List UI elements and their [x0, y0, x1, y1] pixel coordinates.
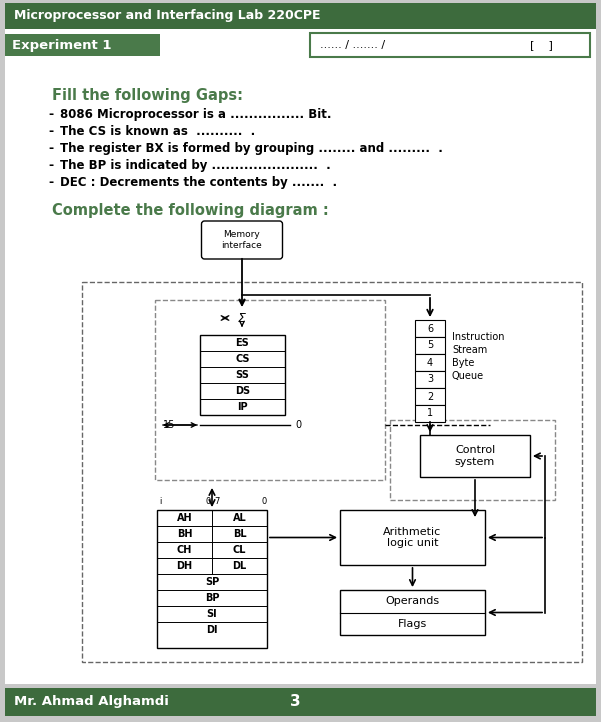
Bar: [415, 388, 445, 405]
Text: The CS is known as  ..........  .: The CS is known as .......... .: [60, 125, 255, 138]
Text: SP: SP: [205, 577, 219, 587]
Bar: [5, 34, 160, 56]
Bar: [82, 282, 582, 662]
Text: Instruction: Instruction: [452, 332, 504, 342]
Text: BP: BP: [205, 593, 219, 603]
Bar: [390, 420, 555, 500]
Text: Fill the following Gaps:: Fill the following Gaps:: [52, 88, 243, 103]
Text: IP: IP: [237, 402, 248, 412]
Bar: [415, 354, 445, 371]
Text: The BP is indicated by .......................  .: The BP is indicated by .................…: [60, 159, 331, 172]
Text: CS: CS: [235, 354, 250, 364]
Bar: [310, 33, 590, 57]
Text: 0: 0: [261, 497, 266, 507]
Text: -: -: [48, 142, 53, 155]
Text: 3: 3: [427, 375, 433, 385]
Text: -: -: [48, 108, 53, 121]
Text: Stream: Stream: [452, 345, 487, 355]
FancyBboxPatch shape: [201, 221, 282, 259]
Text: 0: 0: [206, 497, 211, 507]
Text: SI: SI: [207, 609, 218, 619]
Text: DL: DL: [233, 561, 246, 571]
Bar: [340, 510, 485, 565]
Text: CL: CL: [233, 545, 246, 555]
Text: -: -: [48, 176, 53, 189]
Bar: [340, 590, 485, 635]
Bar: [415, 320, 445, 337]
Text: Queue: Queue: [452, 371, 484, 381]
Text: Σ: Σ: [238, 311, 246, 324]
Text: 5: 5: [427, 341, 433, 350]
Text: Memory
interface: Memory interface: [222, 230, 263, 250]
Text: DH: DH: [177, 561, 192, 571]
Text: Control
system: Control system: [455, 445, 495, 467]
Bar: [420, 435, 530, 477]
Text: CH: CH: [177, 545, 192, 555]
Text: Microprocessor and Interfacing Lab 220CPE: Microprocessor and Interfacing Lab 220CP…: [14, 9, 320, 22]
Text: 0: 0: [295, 420, 301, 430]
Bar: [157, 510, 267, 648]
Bar: [155, 300, 385, 480]
Text: 15: 15: [163, 420, 175, 430]
Text: AH: AH: [177, 513, 192, 523]
Text: -: -: [48, 159, 53, 172]
Text: 4: 4: [427, 357, 433, 367]
Text: DI: DI: [206, 625, 218, 635]
Text: 2: 2: [427, 391, 433, 401]
Bar: [415, 337, 445, 354]
Bar: [200, 335, 285, 415]
Text: 3: 3: [290, 695, 300, 710]
Bar: [415, 405, 445, 422]
Bar: [5, 688, 596, 716]
Text: -: -: [48, 125, 53, 138]
Text: ES: ES: [236, 338, 249, 348]
Text: BL: BL: [233, 529, 246, 539]
Text: BH: BH: [177, 529, 192, 539]
Text: i: i: [159, 497, 162, 507]
Text: ...... / ....... /: ...... / ....... /: [320, 40, 385, 50]
Text: Mr. Ahmad Alghamdi: Mr. Ahmad Alghamdi: [14, 695, 169, 708]
Text: DS: DS: [235, 386, 250, 396]
Text: AL: AL: [233, 513, 246, 523]
Text: 7: 7: [214, 497, 219, 507]
Text: Operands: Operands: [385, 596, 439, 606]
Text: 1: 1: [427, 409, 433, 419]
Bar: [415, 371, 445, 388]
Text: Byte: Byte: [452, 358, 474, 368]
Text: DEC : Decrements the contents by .......  .: DEC : Decrements the contents by .......…: [60, 176, 337, 189]
Text: Complete the following diagram :: Complete the following diagram :: [52, 203, 329, 218]
Bar: [5, 3, 596, 29]
Text: Experiment 1: Experiment 1: [12, 38, 112, 51]
Text: The register BX is formed by grouping ........ and .........  .: The register BX is formed by grouping ..…: [60, 142, 443, 155]
Text: 8086 Microprocessor is a ................ Bit.: 8086 Microprocessor is a ...............…: [60, 108, 332, 121]
Text: Flags: Flags: [398, 619, 427, 629]
Text: SS: SS: [236, 370, 249, 380]
Text: [    ]: [ ]: [530, 40, 553, 50]
Text: Arithmetic
logic unit: Arithmetic logic unit: [383, 527, 442, 548]
Text: 6: 6: [427, 323, 433, 334]
